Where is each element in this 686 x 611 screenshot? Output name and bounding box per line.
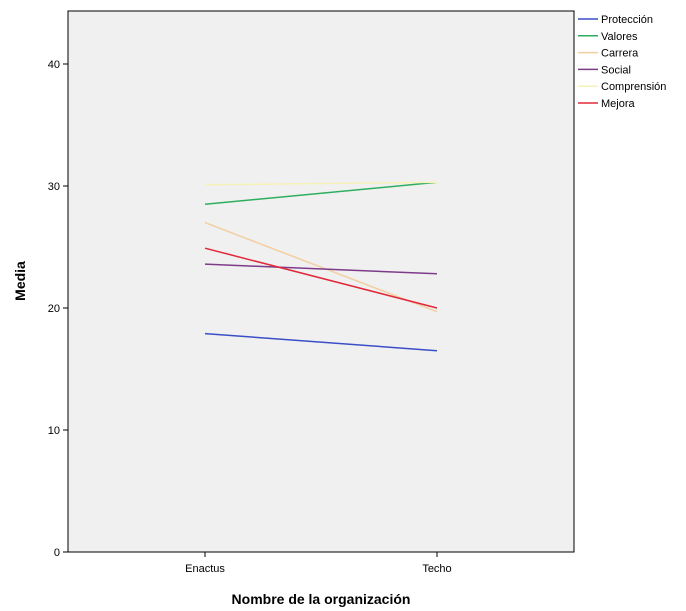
x-tick-label-enactus: Enactus: [185, 563, 225, 575]
y-tick-label-0: 0: [54, 547, 60, 559]
y-tick-label-20: 20: [48, 303, 60, 315]
series-line-1: [204, 181, 438, 206]
legend-label-0: Protección: [601, 14, 653, 26]
y-tick-label-10: 10: [48, 425, 60, 437]
legend-label-3: Social: [601, 64, 631, 76]
legend-label-1: Valores: [601, 31, 638, 43]
series-line-3: [204, 263, 438, 275]
series-line-0: [204, 332, 438, 352]
x-tick-label-techo: Techo: [422, 563, 451, 575]
y-axis-title: Media: [12, 261, 28, 301]
series-line-5: [204, 247, 438, 309]
plot-area: [67, 10, 575, 553]
legend: Protección Valores Carrera Social Comprensió…: [578, 14, 666, 110]
series-line-4: [204, 181, 438, 186]
series-lines: [204, 181, 438, 352]
legend-label-4: Comprensión: [601, 81, 666, 93]
legend-label-2: Carrera: [601, 48, 639, 60]
y-tick-label-30: 30: [48, 181, 60, 193]
x-axis-title: Nombre de la organización: [232, 591, 411, 607]
y-tick-label-40: 40: [48, 59, 60, 71]
x-axis: Enactus Techo: [185, 552, 452, 575]
series-line-2: [204, 221, 438, 313]
legend-label-5: Mejora: [601, 98, 636, 110]
y-axis: 0 10 20 30 40: [48, 59, 68, 559]
